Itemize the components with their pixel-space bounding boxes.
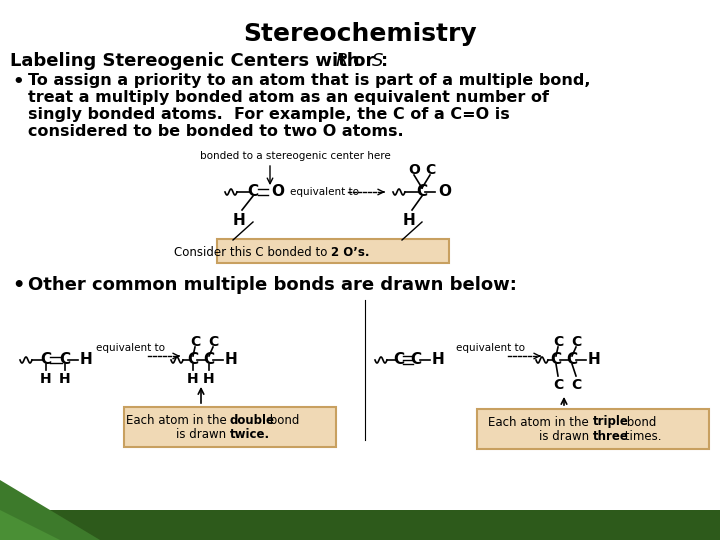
- Text: H: H: [225, 353, 238, 368]
- Text: Stereochemistry: Stereochemistry: [243, 22, 477, 46]
- Text: Other common multiple bonds are drawn below:: Other common multiple bonds are drawn be…: [28, 276, 517, 294]
- Text: C: C: [40, 353, 52, 368]
- Text: Labeling Stereogenic Centers with: Labeling Stereogenic Centers with: [10, 52, 366, 70]
- Text: C: C: [571, 335, 581, 349]
- Text: H: H: [432, 353, 445, 368]
- Text: or: or: [347, 52, 381, 70]
- Text: singly bonded atoms.  For example, the C of a C=O is: singly bonded atoms. For example, the C …: [28, 107, 510, 122]
- Text: C: C: [571, 378, 581, 392]
- Text: :: :: [381, 52, 388, 70]
- Text: C: C: [187, 353, 199, 368]
- Text: C: C: [567, 353, 577, 368]
- Text: equivalent to: equivalent to: [290, 187, 359, 197]
- Text: O: O: [408, 163, 420, 177]
- Text: is drawn: is drawn: [539, 429, 593, 442]
- FancyBboxPatch shape: [477, 409, 709, 449]
- Text: H: H: [402, 213, 415, 228]
- Text: C: C: [190, 335, 200, 349]
- Text: H: H: [40, 372, 52, 386]
- Text: equivalent to: equivalent to: [456, 343, 524, 353]
- Text: C: C: [60, 353, 71, 368]
- Text: bond: bond: [266, 414, 300, 427]
- Text: H: H: [588, 353, 600, 368]
- Polygon shape: [0, 480, 100, 540]
- Text: bonded to a stereogenic center here: bonded to a stereogenic center here: [199, 151, 390, 161]
- Text: H: H: [59, 372, 71, 386]
- Text: Each atom in the: Each atom in the: [488, 415, 593, 429]
- FancyBboxPatch shape: [217, 239, 449, 263]
- Text: is drawn: is drawn: [176, 428, 230, 441]
- Text: C: C: [393, 353, 405, 368]
- Text: H: H: [80, 353, 93, 368]
- Text: $\mathit{S}$: $\mathit{S}$: [371, 52, 384, 70]
- Bar: [0, 510, 720, 540]
- Text: times.: times.: [621, 429, 662, 442]
- Polygon shape: [0, 510, 60, 540]
- Text: C: C: [550, 353, 562, 368]
- Text: •: •: [12, 276, 24, 295]
- Text: C: C: [553, 378, 563, 392]
- Text: O: O: [271, 185, 284, 199]
- Text: bond: bond: [623, 415, 657, 429]
- Text: triple: triple: [593, 415, 629, 429]
- Text: C: C: [248, 185, 258, 199]
- Text: treat a multiply bonded atom as an equivalent number of: treat a multiply bonded atom as an equiv…: [28, 90, 549, 105]
- Text: Each atom in the: Each atom in the: [125, 414, 230, 427]
- FancyBboxPatch shape: [124, 407, 336, 447]
- Text: equivalent to: equivalent to: [96, 343, 164, 353]
- Text: H: H: [233, 213, 246, 228]
- Text: C: C: [416, 185, 428, 199]
- Text: •: •: [12, 73, 24, 91]
- Text: Consider this C bonded to: Consider this C bonded to: [174, 246, 331, 259]
- Text: C: C: [208, 335, 218, 349]
- Text: considered to be bonded to two O atoms.: considered to be bonded to two O atoms.: [28, 124, 404, 139]
- Text: C: C: [410, 353, 422, 368]
- Text: H: H: [187, 372, 199, 386]
- Text: 2 O’s.: 2 O’s.: [331, 246, 369, 259]
- Text: three: three: [593, 429, 629, 442]
- Text: C: C: [553, 335, 563, 349]
- Text: O: O: [438, 185, 451, 199]
- Text: double: double: [230, 414, 275, 427]
- Text: twice.: twice.: [230, 428, 270, 441]
- Text: C: C: [204, 353, 215, 368]
- Text: $\mathit{R}$: $\mathit{R}$: [335, 52, 348, 70]
- Text: To assign a priority to an atom that is part of a multiple bond,: To assign a priority to an atom that is …: [28, 73, 590, 88]
- Text: C: C: [425, 163, 435, 177]
- Text: H: H: [203, 372, 215, 386]
